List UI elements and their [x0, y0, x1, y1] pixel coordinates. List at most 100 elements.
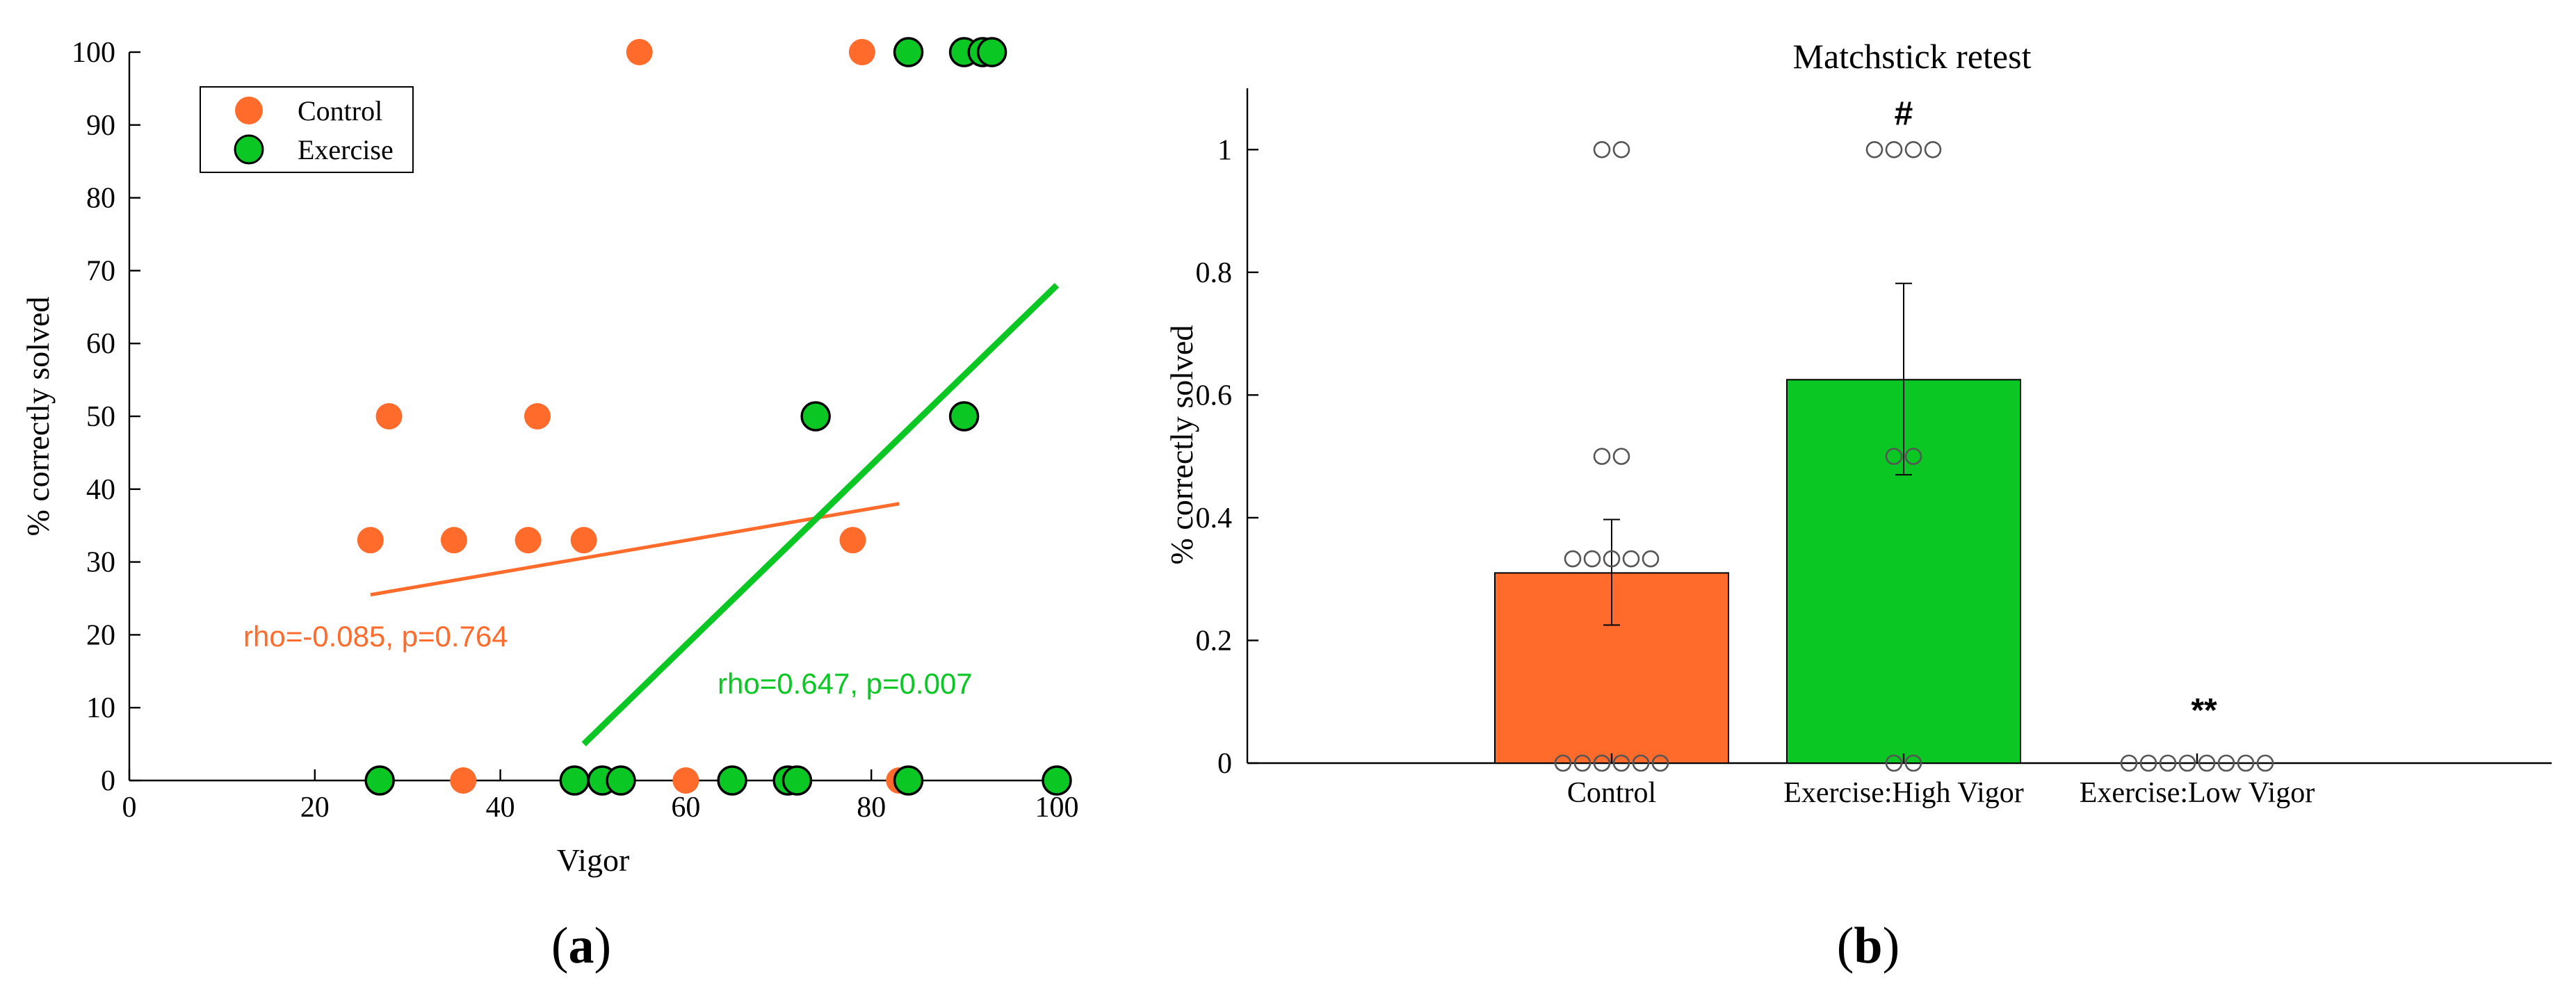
- y-tick-label: 100: [72, 37, 115, 69]
- individual-point: [1564, 550, 1582, 568]
- panel-b-label-close: ): [1883, 917, 1900, 974]
- fit-line-exercise: [581, 283, 1060, 746]
- scatter-point-control: [450, 767, 477, 794]
- individual-point: [2159, 754, 2177, 772]
- scatter-point-control: [357, 527, 384, 554]
- legend-box: [200, 86, 414, 173]
- individual-point: [1612, 448, 1630, 465]
- y-tick-label: 80: [86, 183, 115, 215]
- individual-point: [1612, 140, 1630, 158]
- scatter-point-exercise: [893, 37, 924, 67]
- y-tick-label: 50: [86, 401, 115, 433]
- individual-point: [1885, 448, 1903, 465]
- individual-point: [1603, 550, 1621, 568]
- panel-b-individual-points: [1554, 140, 2274, 772]
- category-label: Exercise:Low Vigor: [2080, 777, 2315, 809]
- individual-point: [2256, 754, 2274, 772]
- legend-label-control: Control: [298, 95, 382, 126]
- individual-point: [2217, 754, 2235, 772]
- scatter-point-control: [515, 527, 542, 554]
- panel-a-x-axis-title: Vigor: [557, 842, 630, 878]
- scatter-point-control: [626, 39, 653, 65]
- scatter-point-control: [848, 39, 875, 65]
- x-tick-label: 60: [671, 792, 700, 824]
- y-tick-label: 0.8: [1196, 257, 1233, 289]
- individual-point: [1885, 754, 1903, 772]
- individual-point: [1904, 754, 1922, 772]
- individual-point: [2198, 754, 2216, 772]
- scatter-point-exercise: [893, 765, 924, 796]
- scatter-point-exercise: [781, 765, 813, 796]
- scatter-point-exercise: [976, 37, 1007, 67]
- y-tick-label: 20: [86, 619, 115, 651]
- scatter-point-exercise: [948, 401, 980, 432]
- scatter-point-exercise: [717, 765, 747, 796]
- y-tick-label: 70: [86, 255, 115, 287]
- panel-a-ticks: 0 20 40 60 80 100 0 10 20 30 40 50 60 70 80 90 100: [72, 37, 1079, 824]
- panel-a-label-letter: a: [569, 917, 594, 974]
- individual-point: [1573, 754, 1591, 772]
- scatter-point-exercise: [559, 765, 590, 796]
- panel-b-label: (b): [1837, 917, 1899, 974]
- individual-point: [2120, 754, 2138, 772]
- individual-point: [1904, 140, 1922, 158]
- legend-label-exercise: Exercise: [298, 134, 394, 165]
- scatter-point-exercise: [1042, 765, 1072, 796]
- scatter-point-exercise: [800, 401, 831, 432]
- fit-line-control: [370, 502, 900, 597]
- x-tick-label: 100: [1035, 792, 1079, 824]
- y-tick-label: 90: [86, 110, 115, 142]
- scatter-point-exercise: [606, 765, 636, 796]
- x-tick-label: 40: [486, 792, 515, 824]
- individual-point: [1924, 140, 1942, 158]
- scatter-point-control: [570, 527, 597, 554]
- y-tick-label: 10: [86, 692, 115, 724]
- individual-point: [1593, 448, 1611, 465]
- individual-point: [1622, 550, 1640, 568]
- legend-marker-exercise: [234, 134, 264, 165]
- panel-b-label-open: (: [1837, 917, 1854, 974]
- individual-point: [1865, 140, 1884, 158]
- y-tick-label: 1: [1217, 134, 1232, 166]
- panel-b-label-letter: b: [1854, 917, 1882, 974]
- category-label: Control: [1567, 777, 1656, 809]
- panel-a-legend: Control Exercise: [200, 86, 414, 173]
- panel-b-bar-chart: Matchstick retest 0 0.2 0.4 0.6 0.8 1 Control…: [1164, 37, 2552, 974]
- y-tick-label: 0.2: [1196, 625, 1233, 657]
- scatter-point-control: [375, 403, 403, 430]
- panel-a-data-points: [357, 37, 1072, 796]
- significance-mark: #: [1895, 95, 1913, 132]
- category-label: Exercise:High Vigor: [1783, 777, 2023, 809]
- panel-b-title: Matchstick retest: [1793, 37, 2032, 76]
- individual-point: [2178, 754, 2196, 772]
- individual-point: [1593, 754, 1611, 772]
- individual-point: [1642, 550, 1660, 568]
- y-tick-label: 0.4: [1196, 502, 1233, 534]
- y-tick-label: 30: [86, 547, 115, 579]
- individual-point: [1632, 754, 1650, 772]
- scatter-point-control: [524, 403, 551, 430]
- legend-marker-control: [235, 97, 263, 124]
- annotation-control-correlation: rho=-0.085, p=0.764: [243, 620, 508, 653]
- panel-a-label-close: ): [594, 917, 612, 974]
- y-tick-label: 0.6: [1196, 379, 1233, 411]
- significance-mark: **: [2191, 692, 2217, 729]
- individual-point: [2139, 754, 2157, 772]
- individual-point: [1593, 140, 1611, 158]
- y-tick-label: 60: [86, 328, 115, 360]
- individual-point: [1583, 550, 1601, 568]
- y-tick-label: 0: [101, 765, 115, 797]
- individual-point: [1904, 448, 1922, 465]
- scatter-point-control: [672, 767, 699, 794]
- panel-a-label: (a): [551, 917, 611, 974]
- scatter-point-control: [440, 527, 467, 554]
- individual-point: [2237, 754, 2255, 772]
- panel-b-ticks: 0 0.2 0.4 0.6 0.8 1: [1196, 134, 1258, 780]
- individual-point: [1885, 140, 1903, 158]
- y-tick-label: 40: [86, 474, 115, 506]
- individual-point: [1651, 754, 1669, 772]
- panel-b-significance-marks: # **: [1895, 95, 2217, 729]
- x-tick-label: 0: [122, 792, 137, 824]
- panel-b-category-labels: Control Exercise:High Vigor Exercise:Low V…: [1567, 753, 2315, 809]
